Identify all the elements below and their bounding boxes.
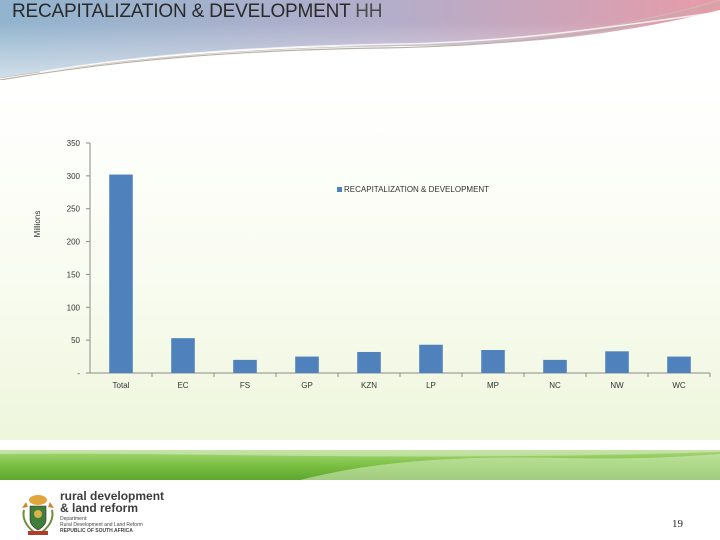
x-tick-label: EC: [177, 381, 188, 390]
logo-department-block: Department: Rural Development and Land R…: [60, 516, 143, 534]
x-tick-label: MP: [487, 381, 499, 390]
y-tick-label: 300: [67, 172, 81, 181]
bar-ec: [171, 338, 195, 373]
x-tick-label: FS: [240, 381, 250, 390]
x-tick-label: LP: [426, 381, 436, 390]
title-light: HH: [355, 1, 383, 22]
x-axis-labels: Total EC FS GP KZN LP MP NC NW WC: [113, 373, 711, 390]
y-tick-label: 350: [67, 139, 81, 148]
coat-of-arms-icon: [22, 495, 54, 535]
y-tick-label: 150: [67, 270, 81, 279]
bar-fs: [233, 359, 257, 373]
slide-title: RECAPITALIZATION & DEVELOPMENT HH: [12, 1, 383, 23]
x-tick-label: Total: [113, 381, 130, 390]
legend: RECAPITALIZATION & DEVELOPMENT: [337, 185, 489, 194]
y-tick-label: 100: [67, 303, 81, 312]
bar-nc: [543, 359, 567, 373]
y-axis-ticks: - 50 100 150 200 250 300 350: [67, 139, 90, 378]
logo-name-line2: & land reform: [60, 501, 139, 515]
logo-dept-label: Department:: [60, 516, 88, 522]
bars: [109, 174, 691, 373]
bar-lp: [419, 344, 443, 373]
bar-kzn: [357, 351, 381, 373]
x-tick-label: WC: [672, 381, 686, 390]
green-band: [0, 450, 720, 480]
header-decoration: [0, 0, 720, 81]
slide-footer: [0, 480, 720, 540]
title-bold: RECAPITALIZATION & DEVELOPMENT: [12, 1, 351, 22]
legend-label: RECAPITALIZATION & DEVELOPMENT: [344, 185, 489, 194]
logo-name-line1: rural development: [60, 489, 165, 503]
y-axis-label: Millions: [33, 211, 42, 238]
x-tick-label: KZN: [361, 381, 377, 390]
y-tick-label: -: [77, 369, 80, 378]
y-tick-label: 50: [71, 336, 80, 345]
y-tick-label: 250: [67, 205, 81, 214]
bar-wc: [667, 356, 691, 373]
page-number: 19: [672, 518, 683, 530]
x-tick-label: NC: [549, 381, 561, 390]
logo-dept-name: Rural Development and Land Reform: [60, 522, 143, 528]
bar-total: [109, 174, 133, 373]
bar-mp: [481, 350, 505, 373]
legend-swatch: [337, 187, 342, 192]
x-tick-label: NW: [610, 381, 624, 390]
x-tick-label: GP: [301, 381, 313, 390]
y-tick-label: 200: [67, 238, 81, 247]
slide-header: RECAPITALIZATION & DEVELOPMENT HH: [0, 0, 720, 81]
bar-gp: [295, 356, 319, 373]
bar-nw: [605, 351, 629, 373]
logo-country: REPUBLIC OF SOUTH AFRICA: [60, 528, 133, 534]
